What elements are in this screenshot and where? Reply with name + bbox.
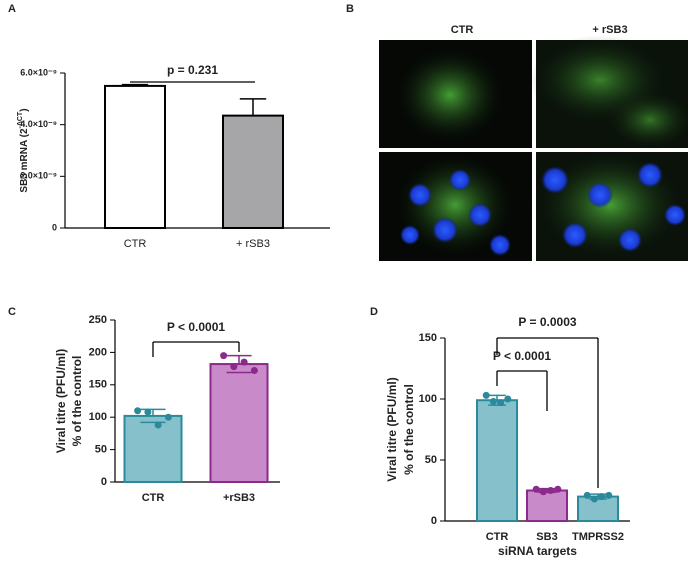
data-point — [240, 358, 248, 366]
data-point — [164, 413, 172, 421]
bar — [104, 84, 166, 229]
annotation: P < 0.0001 — [167, 320, 225, 334]
bar — [209, 363, 269, 483]
y-tick-label: 4.0×10⁻⁹ — [20, 119, 57, 129]
annotation: p = 0.231 — [167, 63, 218, 77]
x-tick-label: SB3 — [536, 531, 557, 543]
data-point — [539, 488, 547, 496]
y-axis-label-part: ) — [19, 108, 30, 111]
data-point — [554, 485, 562, 493]
data-point — [497, 399, 505, 407]
x-tick-label: CTR — [124, 238, 147, 250]
data-point — [134, 407, 142, 415]
y-axis-label-part: -ΔCT — [17, 111, 24, 128]
data-point — [532, 485, 540, 493]
panel-letter: D — [370, 306, 378, 318]
y-tick-label: 100 — [419, 393, 437, 405]
y-tick-label: 50 — [425, 454, 437, 466]
bar — [476, 399, 518, 522]
y-tick-label: 200 — [89, 346, 107, 358]
data-point — [504, 395, 512, 403]
y-tick-label: 6.0×10⁻⁹ — [20, 67, 57, 77]
data-point — [144, 408, 152, 416]
y-tick-label: 0 — [431, 515, 437, 527]
data-point — [220, 352, 228, 360]
bar — [222, 114, 284, 229]
data-point — [583, 491, 591, 499]
y-axis-label: % of the control — [402, 384, 416, 475]
panel-letter: A — [8, 3, 16, 15]
y-tick-label: 2.0×10⁻⁹ — [20, 171, 57, 181]
y-tick-label: 100 — [89, 411, 107, 423]
data-point — [250, 367, 258, 375]
column-header: CTR — [451, 24, 474, 36]
column-header: + rSB3 — [592, 24, 627, 36]
y-axis-label: % of the control — [70, 356, 84, 447]
x-tick-label: CTR — [486, 531, 509, 543]
bar — [123, 414, 183, 483]
x-tick-label: TMPRSS2 — [572, 531, 624, 543]
y-tick-label: 150 — [419, 332, 437, 344]
data-point — [230, 363, 238, 371]
panel-letter: C — [8, 306, 16, 318]
bar — [577, 495, 619, 523]
bar — [526, 489, 568, 522]
x-tick-label: + rSB3 — [236, 238, 270, 250]
data-point — [590, 495, 598, 503]
data-point — [154, 421, 162, 429]
y-axis-label-part: SB3 mRNA (2 — [19, 128, 30, 193]
y-axis-label: Viral titre (PFU/ml) — [385, 377, 399, 481]
y-tick-label: 0 — [52, 222, 57, 232]
micrographs — [379, 35, 688, 261]
annotation: P < 0.0001 — [493, 349, 551, 363]
y-tick-label: 50 — [95, 444, 107, 456]
y-tick-label: 0 — [101, 476, 107, 488]
data-point — [489, 397, 497, 405]
y-tick-label: 150 — [89, 379, 107, 391]
y-tick-label: 250 — [89, 314, 107, 326]
panel-letter: B — [346, 3, 354, 15]
data-point — [547, 487, 555, 494]
x-axis-label: siRNA targets — [498, 544, 577, 558]
annotation: P = 0.0003 — [518, 315, 576, 329]
y-axis-label: SB3 mRNA (2-ΔCT) — [17, 108, 30, 192]
data-point — [605, 491, 613, 499]
data-point — [482, 391, 490, 399]
y-axis-label: Viral titre (PFU/ml) — [54, 349, 68, 453]
x-tick-label: +rSB3 — [223, 492, 255, 504]
data-point — [598, 493, 606, 501]
x-tick-label: CTR — [142, 492, 165, 504]
